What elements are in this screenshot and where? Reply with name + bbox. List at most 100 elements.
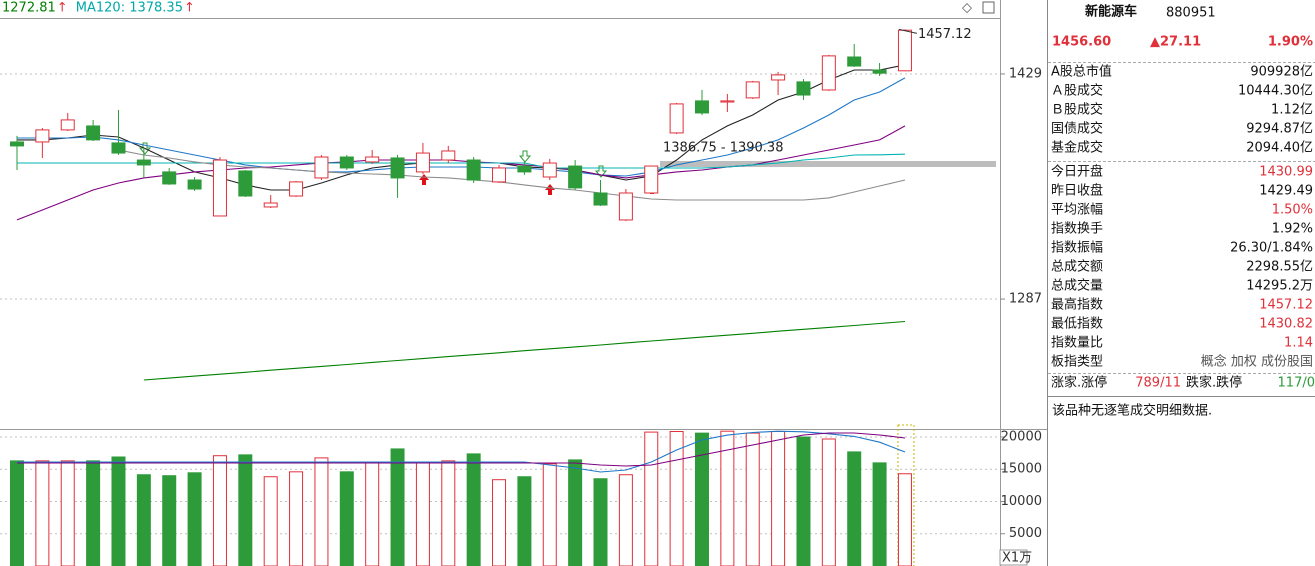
candle-body	[796, 81, 811, 96]
candle-body	[593, 192, 608, 206]
volume-bar	[466, 453, 481, 566]
up-value: 789/11	[1135, 376, 1181, 391]
volume-bar	[517, 476, 532, 566]
candle-body	[542, 162, 557, 178]
candle-body	[212, 159, 227, 217]
gap-annotation: 1386.75 - 1390.38	[663, 141, 783, 156]
candle-body	[238, 170, 253, 197]
row-label: 总成交量	[1051, 278, 1103, 294]
candle-body	[517, 165, 532, 173]
volume-bar	[111, 456, 126, 566]
volume-bar	[771, 431, 786, 566]
row-value: 14295.2万	[1246, 279, 1313, 294]
volume-bar	[136, 474, 151, 566]
candle-body	[390, 157, 405, 179]
ma-legend-arrow: ↑	[184, 1, 195, 16]
down-arrow	[138, 142, 152, 155]
candle-body	[339, 156, 354, 169]
candle-body	[669, 103, 684, 134]
row-label: Ｂ股成交	[1051, 102, 1103, 118]
up-arrow	[419, 174, 429, 185]
candle-body	[441, 150, 456, 161]
candle-body	[771, 74, 786, 81]
row-value: 26.30/1.84%	[1230, 241, 1313, 256]
y-tick-label: 20000	[1001, 429, 1042, 444]
toggle-icon[interactable]: ◇	[962, 1, 972, 16]
row-value: 1.14	[1284, 336, 1313, 351]
row-label: 今日开盘	[1051, 164, 1103, 180]
panel-title: 新能源车	[1085, 4, 1137, 20]
candle-body	[694, 100, 709, 114]
volume-bar	[441, 460, 456, 566]
current-bar-box	[897, 424, 915, 566]
volume-bar	[694, 432, 709, 566]
row-value: 10444.30亿	[1238, 84, 1313, 99]
volume-bar	[60, 460, 75, 566]
ma-line	[17, 77, 906, 177]
row-label: 基金成交	[1051, 140, 1103, 156]
up-arrow	[545, 184, 555, 195]
ma-legend-label: MA120: 1378.35	[76, 1, 183, 16]
volume-bar	[35, 460, 50, 566]
down-label: 跌家.跌停	[1186, 375, 1242, 391]
row-label: 国债成交	[1051, 121, 1103, 137]
volume-bar	[796, 436, 811, 566]
y-tick-label: 5000	[1009, 526, 1042, 541]
volume-bar	[289, 471, 304, 566]
row-value: 1.50%	[1272, 203, 1313, 218]
annotation-arrow	[898, 28, 918, 34]
row-label: 板指类型	[1051, 355, 1103, 370]
candle-body	[720, 100, 735, 103]
row-value: 1430.99	[1259, 165, 1313, 180]
down-value: 117/0	[1278, 376, 1315, 391]
candle-body	[466, 159, 481, 181]
window-icon[interactable]	[982, 1, 995, 14]
ma-line	[118, 149, 906, 201]
candle-body	[365, 156, 380, 163]
row-label: 指数换手	[1051, 222, 1103, 237]
row-value: 概念 加权 成份股国	[1201, 354, 1313, 370]
row-label: A股总市值	[1051, 64, 1112, 80]
ma-legend-arrow: ↑	[57, 1, 68, 16]
volume-bar	[492, 479, 507, 566]
volume-bar	[339, 471, 354, 566]
y-tick-label: 15000	[1001, 462, 1042, 477]
candle-body	[644, 165, 659, 194]
row-value: 1.12亿	[1271, 103, 1313, 118]
volume-bar	[821, 438, 836, 566]
price: 1456.60	[1052, 35, 1111, 50]
y-tick-label: 10000	[1001, 494, 1042, 509]
ma-legend-label: 1272.81	[2, 1, 56, 16]
candle-body	[415, 152, 430, 173]
volume-ma-line	[17, 432, 906, 467]
volume-bar	[365, 462, 380, 566]
volume-bar	[745, 432, 760, 566]
candle-body	[897, 29, 912, 72]
row-value: 9294.87亿	[1246, 122, 1313, 137]
volume-bar	[212, 455, 227, 566]
change-pct: 1.90%	[1268, 35, 1313, 50]
row-label: 昨日收盘	[1051, 183, 1103, 199]
candle-body	[872, 69, 887, 74]
row-value: 2094.40亿	[1246, 141, 1313, 156]
candle-body	[618, 192, 633, 221]
up-label: 涨家.涨停	[1051, 375, 1107, 391]
volume-bar	[720, 430, 735, 566]
volume-bar	[86, 460, 101, 566]
volume-bar	[415, 462, 430, 566]
row-value: 1457.12	[1259, 298, 1313, 313]
gap-band	[660, 161, 996, 167]
volume-bar	[162, 475, 177, 566]
volume-bar	[568, 459, 583, 566]
unit-label: X1万	[1002, 551, 1032, 566]
volume-bar	[669, 431, 684, 566]
y-tick-label: 1429	[1009, 66, 1042, 81]
row-label: 指数振幅	[1051, 241, 1103, 256]
volume-bar	[390, 448, 405, 566]
unit-box	[999, 549, 1028, 566]
volume-bar	[872, 462, 887, 566]
candle-body	[136, 159, 151, 166]
ma-line	[143, 320, 906, 381]
row-value: 1429.49	[1259, 184, 1313, 199]
